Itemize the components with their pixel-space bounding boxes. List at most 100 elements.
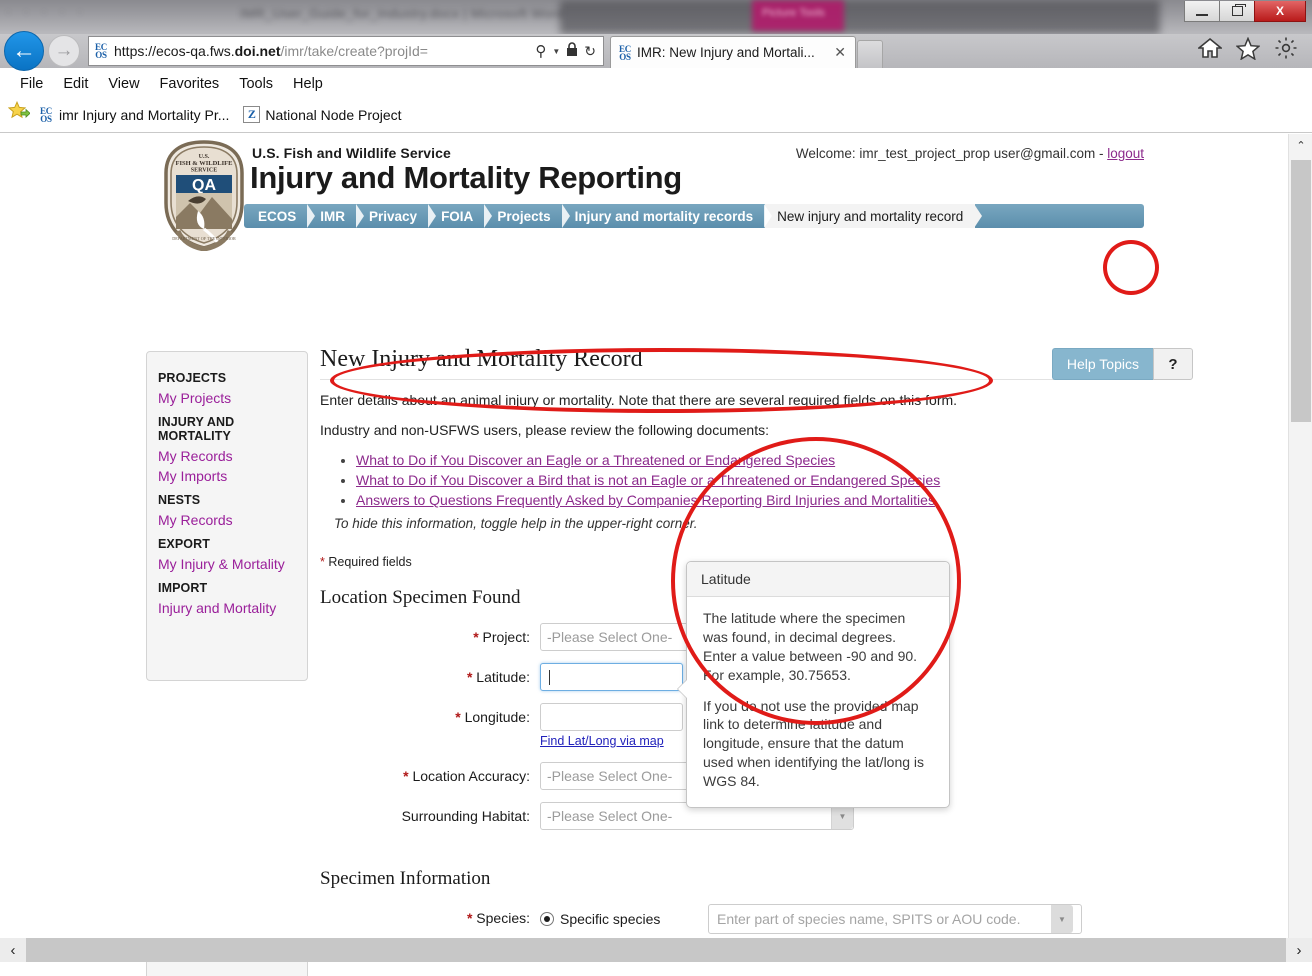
- minimize-button[interactable]: [1184, 1, 1220, 22]
- scroll-left-arrow-icon[interactable]: ‹: [0, 938, 26, 962]
- tooltip-paragraph-1: The latitude where the specimen was foun…: [703, 610, 918, 683]
- doc-link-bird[interactable]: What to Do if You Discover a Bird that i…: [356, 472, 941, 488]
- label-location-accuracy: * Location Accuracy:: [320, 762, 540, 784]
- breadcrumb-item-imr[interactable]: IMR: [308, 204, 364, 228]
- longitude-input[interactable]: [540, 703, 683, 731]
- radio-specific-species[interactable]: [540, 912, 554, 926]
- add-favorite-star-icon[interactable]: [7, 100, 31, 128]
- browser-toolbar-icons: [1198, 36, 1298, 60]
- field-row-longitude: * Longitude: Find Lat/Long via map: [320, 703, 1190, 750]
- toggle-help-note: To hide this information, toggle help in…: [334, 516, 698, 531]
- sidebar-item-export-injury-mortality[interactable]: My Injury & Mortality: [158, 556, 285, 572]
- address-input[interactable]: EC OS https://ecos-qa.fws.doi.net/imr/tak…: [88, 36, 604, 66]
- address-text: https://ecos-qa.fws.doi.net/imr/take/cre…: [114, 43, 428, 59]
- address-bar-row: ← → EC OS https://ecos-qa.fws.doi.net/imr…: [0, 30, 610, 72]
- vertical-scrollbar[interactable]: ⌃: [1288, 134, 1312, 944]
- svg-text:FISH & WILDLIFE: FISH & WILDLIFE: [176, 160, 233, 167]
- breadcrumb-item-injury-records[interactable]: Injury and mortality records: [563, 204, 772, 228]
- home-icon[interactable]: [1198, 37, 1222, 59]
- latitude-tooltip: Latitude The latitude where the specimen…: [678, 561, 950, 809]
- minimize-icon: [1196, 14, 1208, 16]
- label-surrounding-habitat: Surrounding Habitat:: [320, 802, 540, 824]
- sidebar-item-my-records-nests[interactable]: My Records: [158, 512, 233, 528]
- bottom-sidebar-gutter: [146, 962, 308, 976]
- ecos-icon: EC OS: [40, 105, 52, 124]
- menu-view[interactable]: View: [108, 75, 140, 92]
- maximize-button[interactable]: [1219, 1, 1255, 22]
- restore-icon: [1231, 4, 1246, 16]
- svg-text:U.S.: U.S.: [199, 154, 210, 160]
- chevron-down-icon[interactable]: ▼: [1051, 905, 1073, 933]
- favorites-star-icon[interactable]: [1236, 36, 1260, 60]
- vertical-scrollbar-thumb[interactable]: [1291, 160, 1311, 422]
- settings-gear-icon[interactable]: [1274, 36, 1298, 60]
- menu-edit[interactable]: Edit: [63, 75, 89, 92]
- required-star-icon: *: [320, 555, 325, 569]
- bookmark-imr[interactable]: EC OS imr Injury and Mortality Pr...: [38, 105, 229, 124]
- background-left-decoration: · · · · ·: [6, 4, 88, 19]
- required-star-icon: *: [455, 709, 461, 725]
- label-project-text: Project:: [482, 629, 530, 645]
- breadcrumb-item-ecos[interactable]: ECOS: [244, 204, 316, 228]
- background-dark-band: [560, 0, 1160, 34]
- svg-text:SERVICE: SERVICE: [191, 168, 217, 174]
- close-button[interactable]: X: [1254, 1, 1306, 22]
- scroll-up-arrow-icon[interactable]: ⌃: [1289, 134, 1312, 156]
- tab-close-icon[interactable]: ✕: [834, 44, 846, 60]
- window-controls: X: [1184, 1, 1306, 22]
- horizontal-scrollbar[interactable]: ‹ ›: [0, 938, 1312, 962]
- tooltip-title: Latitude: [687, 562, 949, 597]
- refresh-icon[interactable]: ↻: [584, 42, 596, 59]
- find-latlong-map-link[interactable]: Find Lat/Long via map: [540, 734, 664, 748]
- menu-help[interactable]: Help: [293, 75, 323, 92]
- doc-link-eagle[interactable]: What to Do if You Discover an Eagle or a…: [356, 452, 836, 468]
- doc-link-faq[interactable]: Answers to Questions Frequently Asked by…: [356, 492, 935, 508]
- search-icon[interactable]: ⚲: [535, 43, 547, 60]
- svg-text:DEPARTMENT OF THE INTERIOR: DEPARTMENT OF THE INTERIOR: [172, 236, 236, 241]
- help-topics-button[interactable]: Help Topics: [1051, 348, 1153, 380]
- breadcrumb-item-new-record[interactable]: New injury and mortality record: [765, 204, 983, 228]
- control-longitude: Find Lat/Long via map: [540, 703, 683, 750]
- chevron-down-icon[interactable]: ▼: [831, 803, 853, 829]
- sidebar-heading-import: IMPORT: [158, 581, 208, 595]
- new-tab-button[interactable]: [857, 40, 883, 68]
- label-longitude: * Longitude:: [320, 703, 540, 725]
- scroll-right-arrow-icon[interactable]: ›: [1286, 938, 1312, 962]
- menu-favorites[interactable]: Favorites: [159, 75, 220, 92]
- breadcrumb-item-projects[interactable]: Projects: [485, 204, 570, 228]
- sidebar-item-my-imports[interactable]: My Imports: [158, 468, 228, 484]
- latitude-input[interactable]: [540, 663, 683, 691]
- logout-link[interactable]: logout: [1107, 146, 1144, 161]
- sidebar-item-my-records-im[interactable]: My Records: [158, 448, 233, 464]
- forward-button[interactable]: →: [48, 35, 80, 67]
- label-project: * Project:: [320, 623, 540, 645]
- chevron-down-icon[interactable]: ▼: [552, 46, 561, 56]
- breadcrumb-item-privacy[interactable]: Privacy: [357, 204, 437, 228]
- radio-specific-species-label: Specific species: [560, 911, 661, 927]
- label-longitude-text: Longitude:: [464, 709, 530, 725]
- bookmark-national-node-label: National Node Project: [265, 106, 402, 123]
- bookmark-national-node[interactable]: Z National Node Project: [243, 106, 402, 123]
- help-question-button[interactable]: ?: [1153, 348, 1193, 380]
- specific-species-input[interactable]: Enter part of species name, SPITS or AOU…: [708, 904, 1082, 934]
- required-star-icon: *: [466, 910, 473, 926]
- breadcrumb-item-foia[interactable]: FOIA: [429, 204, 493, 228]
- agency-name: U.S. Fish and Wildlife Service: [252, 145, 451, 161]
- specific-species-placeholder: Enter part of species name, SPITS or AOU…: [717, 911, 1021, 927]
- field-row-species: * Species: Specific species Enter part o…: [320, 904, 1190, 944]
- sidebar-heading-injury-mortality: INJURY AND MORTALITY: [158, 415, 235, 443]
- bottom-left-gutter: [0, 962, 146, 976]
- species-option-specific[interactable]: Specific species Enter part of species n…: [540, 904, 1082, 934]
- sidebar-item-my-projects[interactable]: My Projects: [158, 390, 232, 406]
- help-controls: Help Topics ?: [1051, 348, 1193, 380]
- text-caret: [549, 669, 550, 685]
- browser-tab[interactable]: EC OS IMR: New Injury and Mortali... ✕: [610, 36, 856, 68]
- menu-file[interactable]: File: [20, 75, 44, 92]
- welcome-text: Welcome: imr_test_project_prop user@gmai…: [796, 146, 1144, 161]
- menu-tools[interactable]: Tools: [239, 75, 274, 92]
- bookmark-bar: EC OS imr Injury and Mortality Pr... Z Na…: [0, 97, 1312, 133]
- list-item: What to Do if You Discover a Bird that i…: [356, 472, 1190, 488]
- back-button[interactable]: ←: [4, 31, 44, 71]
- sidebar-item-import-injury-mortality[interactable]: Injury and Mortality: [158, 600, 277, 616]
